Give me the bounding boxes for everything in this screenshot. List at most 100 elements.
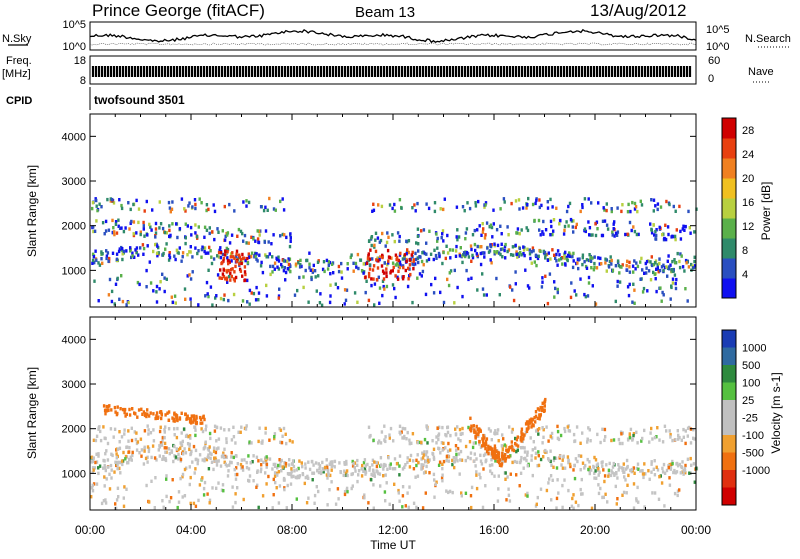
velocity-cell [315,485,318,489]
velocity-cell [167,418,170,422]
velocity-cell [343,492,347,497]
power-cell [679,237,683,241]
velocity-cell [192,420,195,424]
power-cell [219,296,223,301]
velocity-cell [314,461,318,465]
velocity-cell [179,446,182,450]
power-cell [194,223,197,227]
velocity-cell [563,478,566,482]
velocity-cell [123,432,126,436]
power-cell [277,267,281,271]
power-cell [616,284,619,288]
velocity-cell [530,425,533,429]
power-cell [156,254,159,258]
velocity-cell [295,468,299,472]
power-cell [408,263,412,267]
power-cell [219,255,223,260]
velocity-cell [675,462,678,466]
velocity-cell [290,475,293,479]
power-cell [218,276,221,280]
velocity-cell [626,464,629,469]
power-cell [678,259,681,264]
velocity-cell [208,431,212,436]
power-cell [243,278,246,283]
power-cell [205,208,208,213]
velocity-cell [441,448,444,452]
velocity-cell [515,438,519,442]
power-cell [481,222,484,226]
power-cell [467,255,471,259]
power-cell [193,198,197,202]
velocity-cell [489,429,492,433]
velocity-cell [497,487,500,491]
power-cell [631,300,634,304]
velocity-cell [388,433,391,437]
power-cell [457,235,461,239]
velocity-cell [410,441,413,445]
velocity-cell [475,457,478,461]
power-cell [484,201,488,205]
velocity-cell [384,435,387,439]
velocity-cell [526,453,529,457]
velocity-cell [516,460,519,464]
velocity-cell [422,471,426,475]
velocity-cell [573,439,577,443]
velocity-cell [102,425,105,429]
velocity-cell [239,462,243,467]
velocity-cell [284,432,287,436]
power-cell [217,230,220,234]
velocity-cell [90,495,93,499]
velocity-cell [641,472,645,476]
velocity-cell [451,458,454,463]
power-cell [243,233,247,238]
velocity-cell [407,505,410,510]
velocity-cell [375,464,379,469]
power-cell [367,298,371,303]
power-cell [226,259,230,263]
power-cell [217,250,221,255]
power-cell [467,277,470,282]
velocity-cell [593,471,596,475]
velocity-cell [602,468,605,472]
power-cell [114,282,118,286]
power-cell [212,257,216,261]
velocity-cell [561,483,564,488]
velocity-cell [632,432,636,436]
power-cell [271,264,275,269]
velocity-cell [455,452,458,457]
velocity-cell [426,427,429,431]
velocity-cell [573,463,576,468]
power-cell [436,236,439,241]
power-cell [436,239,439,243]
velocity-cell [603,479,606,484]
power-cell [137,207,141,211]
velocity-cell [223,455,226,460]
power-cell [375,258,378,262]
velocity-cell [599,486,602,491]
velocity-cell [161,457,164,461]
power-cell [595,266,599,270]
velocity-cell [181,475,184,479]
power-cell [499,252,502,257]
power-cell [553,253,556,257]
power-cell [417,249,420,253]
power-cell [365,261,369,265]
power-cell [326,267,330,271]
velocity-cell [388,436,391,440]
velocity-cell [561,458,564,462]
power-cell [556,290,559,295]
power-cell [208,245,211,250]
power-cell [210,261,214,266]
power-cell [556,263,559,267]
power-cell [665,265,668,269]
power-cell [425,259,429,263]
velocity-cell [177,500,181,504]
power-cell [543,250,547,255]
velocity-cell [568,462,572,467]
velocity-cell [406,430,409,435]
velocity-cell [460,458,464,462]
power-cell [311,268,314,272]
power-cell [436,246,439,250]
velocity-cell [617,463,620,467]
velocity-cell [188,447,191,452]
